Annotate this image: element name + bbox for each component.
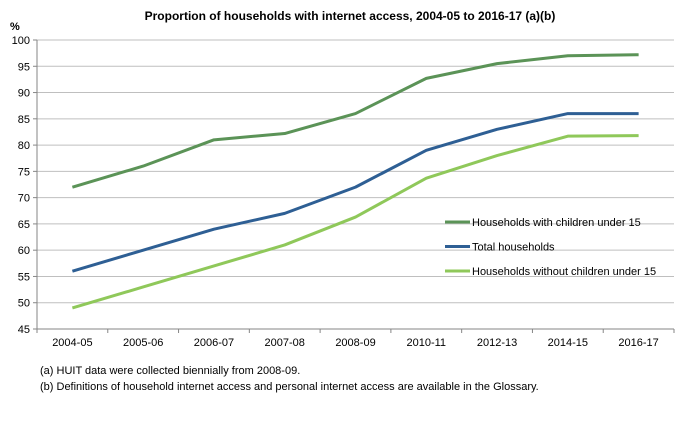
legend-label: Households with children under 15 <box>472 217 641 229</box>
y-tick-label: 80 <box>18 140 30 152</box>
y-axis-label: % <box>10 21 20 33</box>
x-tick-label: 2004-05 <box>52 337 92 349</box>
legend-label: Households without children under 15 <box>472 266 656 278</box>
y-tick-label: 55 <box>18 271 30 283</box>
y-tick-label: 60 <box>18 245 30 257</box>
y-tick-label: 65 <box>18 219 30 231</box>
series-line-0 <box>71 53 639 189</box>
x-tick-label: 2005-06 <box>123 337 163 349</box>
x-tick-label: 2010-11 <box>406 337 446 349</box>
y-tick-label: 90 <box>18 88 30 100</box>
x-tick-label: 2006-07 <box>194 337 234 349</box>
x-tick-label: 2016-17 <box>618 337 658 349</box>
y-tick-label: 50 <box>18 298 30 310</box>
y-tick-label: 70 <box>18 193 30 205</box>
legend-label: Total households <box>472 242 555 254</box>
x-tick-label: 2008-09 <box>335 337 375 349</box>
footnote-b: (b) Definitions of household internet ac… <box>40 381 539 393</box>
x-tick-label: 2007-08 <box>265 337 305 349</box>
y-tick-label: 45 <box>18 324 30 336</box>
x-tick-label: 2012-13 <box>477 337 517 349</box>
y-tick-label: 85 <box>18 114 30 126</box>
x-tick-label: 2014-15 <box>548 337 588 349</box>
y-tick-label: 75 <box>18 166 30 178</box>
chart-title: Proportion of households with internet a… <box>145 9 556 23</box>
footnote-a: (a) HUIT data were collected biennially … <box>40 365 301 377</box>
y-tick-label: 100 <box>12 35 30 47</box>
y-tick-label: 95 <box>18 61 30 73</box>
